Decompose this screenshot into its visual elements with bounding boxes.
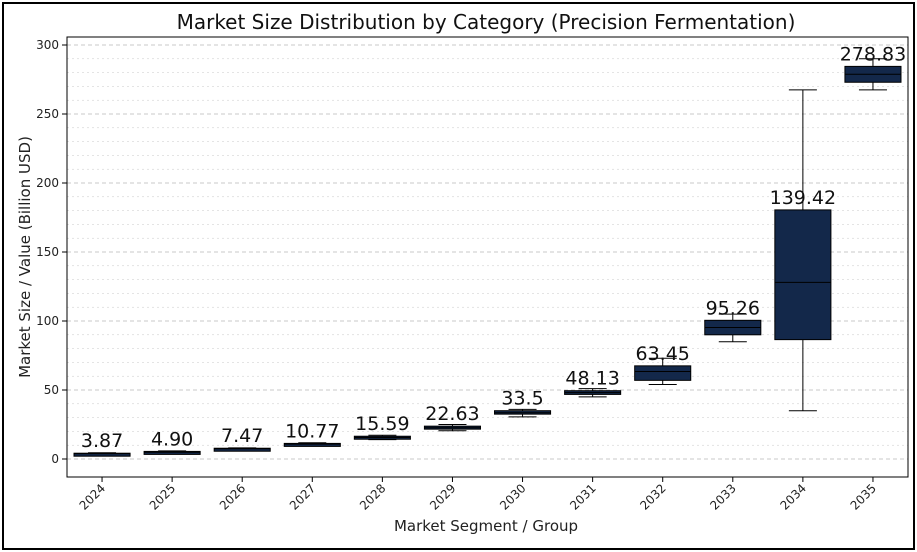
box	[283, 442, 341, 447]
box-group: 63.45	[634, 343, 692, 385]
x-tick-label: 2034	[777, 481, 808, 512]
y-tick-label: 150	[36, 245, 59, 259]
x-axis-label: Market Segment / Group	[394, 517, 578, 535]
y-axis: 0 50 100 150 200 250 300	[36, 38, 67, 466]
value-label: 278.83	[840, 43, 906, 65]
box-group: 10.77	[283, 420, 341, 447]
y-tick-label: 250	[36, 107, 59, 121]
x-tick-label: 2031	[567, 481, 598, 512]
y-tick-label: 50	[44, 383, 59, 397]
box-series: 3.87 4.90 7.47 10.77 15.59 22.63 33.5 48.13 63.4…	[73, 43, 906, 457]
box-group: 278.83	[840, 43, 906, 91]
box-group: 48.13	[564, 368, 622, 398]
x-tick-label: 2027	[287, 481, 318, 512]
x-axis: 2024 2025 2026 2027 2028 2029 2030 2031 2032 2033…	[77, 477, 879, 513]
chart-title: Market Size Distribution by Category (Pr…	[177, 10, 796, 34]
value-label: 7.47	[221, 425, 263, 447]
box-group: 139.42	[770, 89, 836, 412]
x-tick-label: 2026	[217, 481, 248, 512]
grid-lines	[67, 44, 908, 460]
plot-area	[66, 36, 909, 478]
x-tick-label: 2025	[147, 481, 178, 512]
value-label: 4.90	[151, 428, 193, 450]
x-tick-label: 2029	[427, 481, 458, 512]
value-label: 139.42	[770, 187, 836, 209]
x-tick-label: 2032	[637, 481, 668, 512]
box	[774, 209, 832, 341]
value-label: 3.87	[81, 430, 123, 452]
value-label: 15.59	[355, 413, 409, 435]
y-tick-label: 200	[36, 176, 59, 190]
x-tick-label: 2030	[497, 481, 528, 512]
box-group: 7.47	[213, 425, 271, 452]
y-tick-label: 0	[51, 452, 59, 466]
value-label: 48.13	[565, 368, 619, 390]
box-group: 15.59	[353, 413, 411, 441]
value-label: 63.45	[636, 343, 690, 365]
y-axis-label: Market Size / Value (Billion USD)	[16, 136, 34, 378]
value-label: 22.63	[425, 403, 479, 425]
y-tick-label: 300	[36, 38, 59, 52]
y-tick-label: 100	[36, 314, 59, 328]
box-group: 95.26	[704, 297, 762, 343]
box	[143, 450, 201, 455]
value-label: 33.5	[501, 388, 543, 410]
value-label: 10.77	[285, 420, 339, 442]
box	[634, 365, 692, 381]
box-group: 4.90	[143, 428, 201, 455]
box-group: 22.63	[423, 403, 481, 432]
value-label: 95.26	[706, 297, 760, 319]
x-tick-label: 2024	[77, 481, 108, 512]
x-tick-label: 2028	[357, 481, 388, 512]
x-tick-label: 2033	[707, 481, 738, 512]
box-group: 3.87	[73, 430, 131, 457]
box-group: 33.5	[494, 388, 552, 418]
x-tick-label: 2035	[848, 481, 879, 512]
